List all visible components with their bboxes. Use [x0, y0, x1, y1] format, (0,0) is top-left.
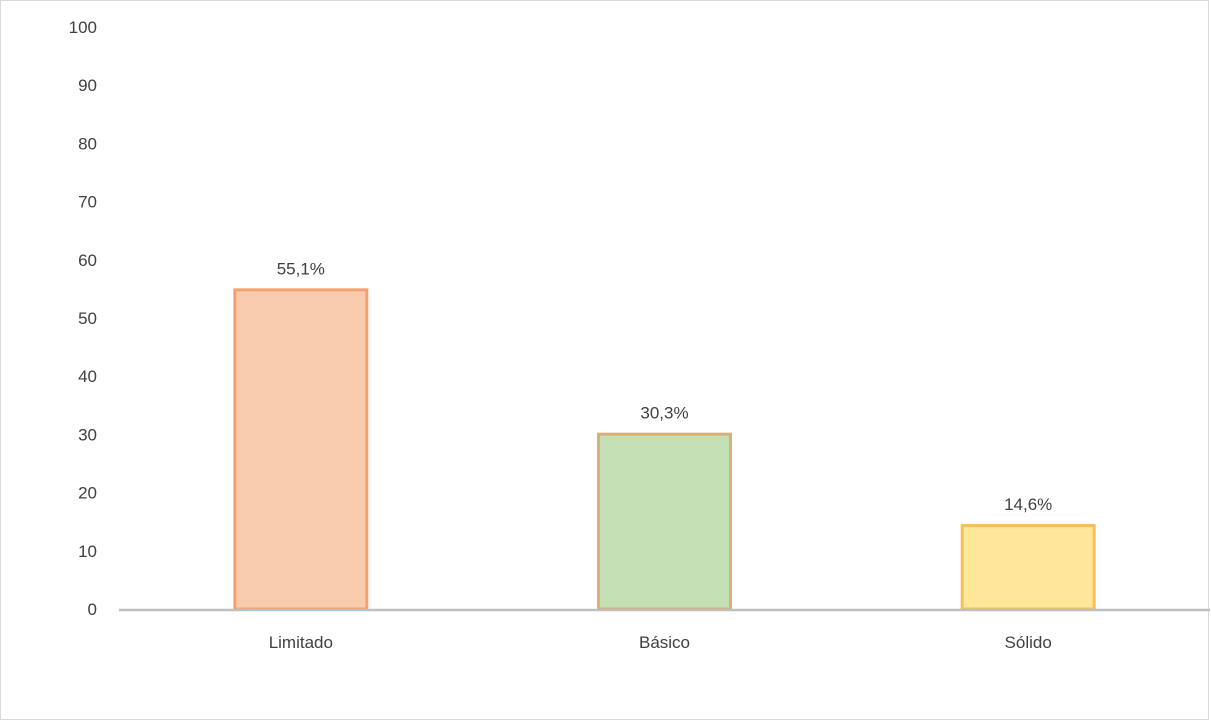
y-tick-label: 100: [69, 18, 97, 37]
category-label: Básico: [639, 633, 690, 652]
category-labels: Limitado Básico Sólido: [269, 633, 1052, 652]
y-tick-label: 60: [78, 251, 97, 270]
y-tick-label: 20: [78, 484, 97, 503]
data-label: 14,6%: [1004, 495, 1052, 514]
bar-limitado: [233, 288, 369, 611]
y-tick-label: 80: [78, 134, 97, 153]
y-axis-ticks: 0 10 20 30 40 50 60 70 80 90 100: [69, 18, 97, 619]
y-tick-label: 0: [88, 600, 97, 619]
data-label: 30,3%: [640, 404, 688, 423]
bar-sólido: [960, 524, 1096, 611]
y-tick-label: 40: [78, 367, 97, 386]
bars: [233, 288, 1096, 611]
data-label: 55,1%: [277, 259, 325, 278]
category-label: Limitado: [269, 633, 333, 652]
data-labels: 55,1% 30,3% 14,6%: [277, 259, 1053, 514]
y-tick-label: 10: [78, 542, 97, 561]
y-tick-label: 70: [78, 193, 97, 212]
bar-básico: [597, 432, 732, 611]
y-tick-label: 50: [78, 309, 97, 328]
category-label: Sólido: [1005, 633, 1052, 652]
y-tick-label: 30: [78, 425, 97, 444]
y-tick-label: 90: [78, 76, 97, 95]
